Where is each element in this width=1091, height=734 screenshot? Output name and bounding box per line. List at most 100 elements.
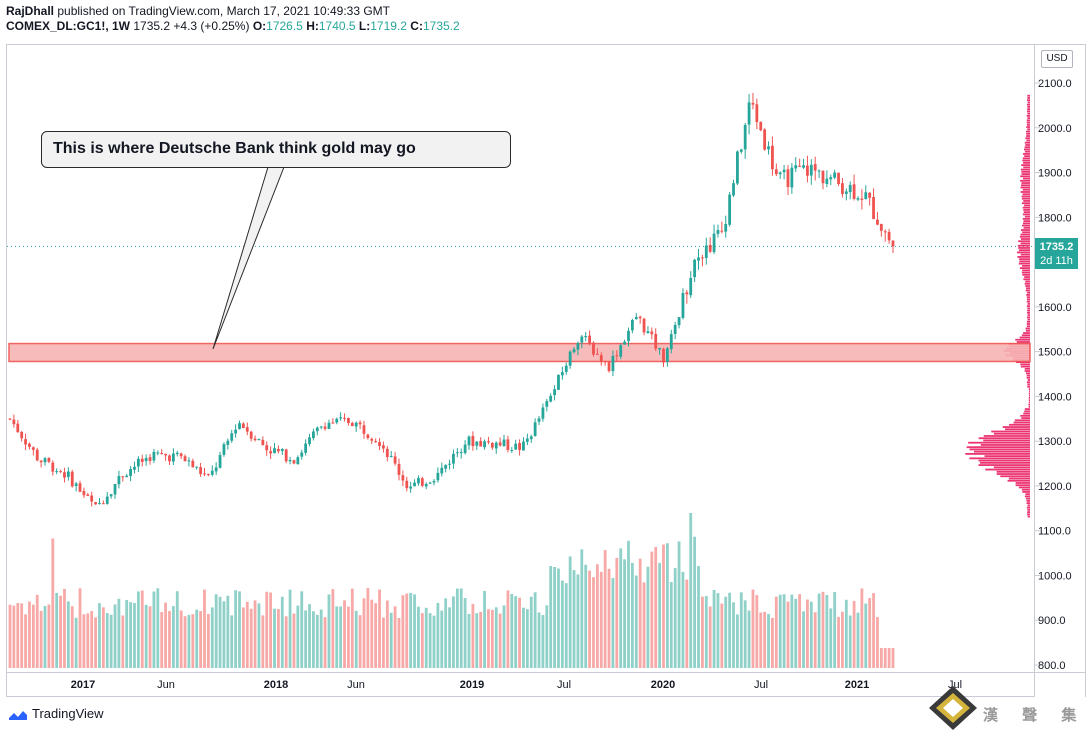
- author-name[interactable]: RajDhall: [6, 4, 55, 18]
- y-tick-label: 1400.0: [1038, 391, 1072, 403]
- volume-profile-bar: [1025, 289, 1030, 292]
- volume-bar: [681, 571, 685, 668]
- volume-profile-bar: [1002, 426, 1030, 428]
- watermark-text: 漢 聲 集 團: [983, 707, 1091, 724]
- volume-profile-bar: [1028, 399, 1030, 402]
- candle-body: [354, 422, 358, 427]
- volume-bar: [234, 590, 238, 668]
- volume-bar: [537, 612, 541, 668]
- volume-bar: [595, 564, 599, 668]
- volume-bar: [685, 579, 689, 668]
- volume-bar: [487, 609, 490, 668]
- volume-profile-bar: [1021, 182, 1030, 184]
- candle-body: [210, 470, 214, 475]
- volume-bar: [308, 604, 311, 668]
- volume-bar: [467, 613, 471, 668]
- price-axis[interactable]: [1035, 44, 1086, 697]
- volume-profile-bar: [1023, 220, 1030, 222]
- candle-body: [24, 439, 27, 445]
- volume-bar: [269, 592, 273, 668]
- candle-body: [140, 458, 144, 462]
- candle-body: [615, 355, 619, 357]
- candle-body: [222, 444, 226, 455]
- candle-body: [599, 355, 603, 363]
- volume-profile-bar: [1007, 479, 1030, 482]
- candle-body: [806, 165, 809, 176]
- volume-bar: [821, 591, 825, 668]
- tradingview-logo[interactable]: TradingView: [8, 706, 104, 721]
- volume-bar: [382, 617, 385, 668]
- volume-profile-bar: [1020, 365, 1030, 368]
- volume-profile-bar: [1028, 394, 1030, 397]
- volume-profile-bar: [1026, 130, 1030, 133]
- candle-body: [685, 292, 689, 295]
- candle-body: [638, 316, 642, 319]
- volume-bar: [557, 568, 560, 668]
- volume-bar: [74, 617, 78, 668]
- y-tick-label: 800.0: [1038, 660, 1066, 672]
- volume-profile-bar: [968, 441, 1030, 444]
- tradingview-brand: TradingView: [32, 706, 104, 721]
- candle-body: [883, 231, 887, 233]
- volume-bar: [319, 609, 323, 668]
- candle-body: [739, 149, 743, 152]
- volume-bar: [117, 598, 121, 668]
- volume-bar: [129, 602, 132, 668]
- chart-pane[interactable]: [6, 44, 1035, 697]
- volume-profile-bar: [1021, 173, 1030, 175]
- candle-body: [323, 426, 327, 429]
- y-tick-label: 1200.0: [1038, 481, 1072, 493]
- last-price-tag: 1735.2 2d 11h: [1035, 238, 1078, 269]
- currency-button[interactable]: USD: [1041, 50, 1073, 68]
- volume-profile-bar: [983, 435, 1030, 437]
- volume-profile-bar: [1026, 103, 1030, 106]
- volume-profile-bar: [1027, 307, 1030, 310]
- y-tick-label: 1100.0: [1038, 526, 1071, 538]
- volume-bar: [704, 596, 708, 668]
- volume-profile-bar: [1026, 294, 1030, 296]
- volume-profile-bar: [1022, 224, 1030, 227]
- candle-body: [813, 164, 817, 171]
- volume-profile-bar: [1027, 99, 1030, 102]
- candle-body: [693, 259, 697, 278]
- volume-bar: [459, 588, 463, 668]
- candle-body: [467, 436, 471, 446]
- volume-profile-bar: [1024, 370, 1030, 372]
- candle-body: [59, 471, 62, 473]
- candle-body: [265, 445, 269, 451]
- volume-profile-bar: [978, 437, 1030, 440]
- volume-bar: [277, 609, 280, 668]
- volume-profile-bar: [1018, 240, 1030, 243]
- candle-body: [393, 456, 397, 464]
- volume-profile-bar: [1022, 213, 1030, 216]
- volume-bar: [370, 599, 374, 668]
- volume-profile-bar: [1021, 197, 1030, 200]
- volume-bar: [385, 600, 389, 668]
- volume-profile-bar: [1027, 117, 1030, 120]
- candle-body: [529, 436, 533, 440]
- candle-body: [634, 316, 638, 320]
- candle-body: [28, 443, 31, 447]
- volume-profile-bar: [1022, 269, 1030, 272]
- symbol-label[interactable]: COMEX_DL:GC1!, 1W: [6, 19, 131, 33]
- diamond-emblem-icon: [929, 686, 977, 730]
- candle-body: [277, 448, 280, 452]
- candle-body: [385, 448, 389, 457]
- annotation-callout[interactable]: This is where Deutsche Bank think gold m…: [41, 131, 511, 168]
- volume-profile-bar: [1023, 226, 1030, 229]
- volume-bar: [677, 541, 681, 668]
- x-tick-label: 2017: [71, 679, 95, 691]
- candle-body: [164, 453, 167, 456]
- candle-body: [673, 324, 677, 335]
- candle-body: [413, 482, 416, 487]
- volume-profile-bar: [1024, 215, 1030, 218]
- candle-body: [199, 467, 203, 475]
- open-value: 1726.5: [266, 19, 303, 33]
- volume-bar: [148, 606, 152, 668]
- candle-body: [261, 439, 265, 446]
- volume-profile-bar: [1016, 341, 1030, 343]
- volume-bar: [475, 613, 479, 668]
- volume-bar: [179, 610, 183, 668]
- volume-profile-bar: [1027, 123, 1030, 126]
